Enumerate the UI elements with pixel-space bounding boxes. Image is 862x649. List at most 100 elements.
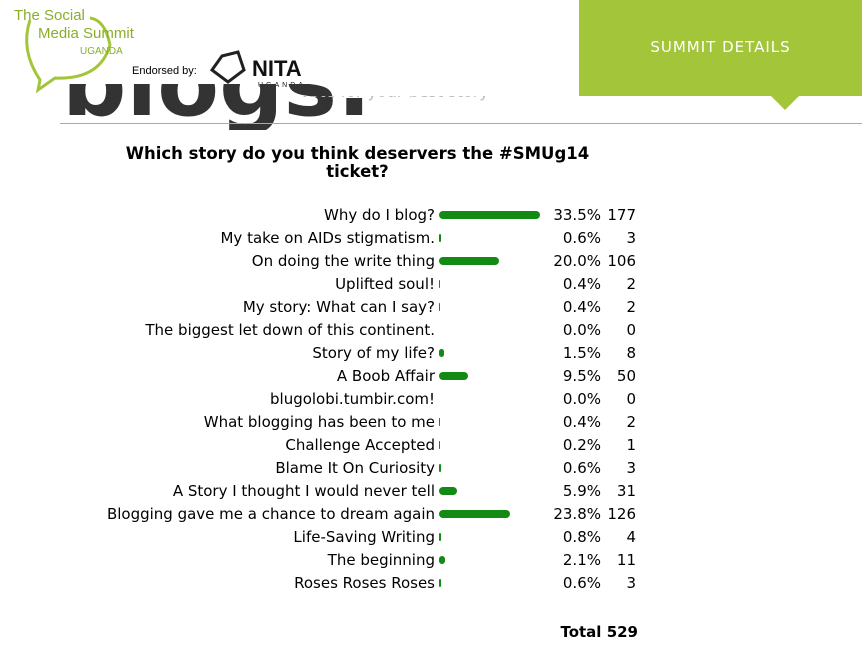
bar bbox=[439, 509, 511, 518]
logo-bubble bbox=[25, 16, 112, 94]
option-label: A Story I thought I would never tell bbox=[172, 481, 435, 500]
percent-label: 0.6% bbox=[562, 458, 601, 477]
percent-label: 0.4% bbox=[562, 412, 601, 431]
bar bbox=[439, 463, 441, 472]
poll-row: Life-Saving Writing 0.8% 4 bbox=[105, 525, 636, 548]
logos: The Social Media Summit UGANDA Endorsed … bbox=[14, 7, 306, 94]
logo-text: Media Summit bbox=[38, 25, 135, 42]
bar-cell bbox=[439, 203, 546, 226]
option-label: Why do I blog? bbox=[324, 205, 435, 224]
percent-label: 33.5% bbox=[553, 205, 601, 224]
vote-count: 3 bbox=[626, 458, 636, 477]
vote-count: 31 bbox=[616, 481, 636, 500]
nita-sub: UGANDA bbox=[258, 82, 306, 89]
percent-label: 20.0% bbox=[553, 251, 601, 270]
bar bbox=[439, 302, 441, 311]
poll-row: What blogging has been to me 0.4% 2 bbox=[105, 410, 636, 433]
bar-cell bbox=[439, 410, 546, 433]
poll-row: A Boob Affair 9.5% 50 bbox=[105, 364, 636, 387]
option-label: Life-Saving Writing bbox=[293, 527, 435, 546]
percent-label: 5.9% bbox=[562, 481, 601, 500]
vote-count: 106 bbox=[607, 251, 636, 270]
endorsed-text: Endorsed by: bbox=[132, 65, 197, 77]
poll-table: Why do I blog? 33.5% 177 My take on AIDs st… bbox=[105, 203, 636, 594]
bar-cell bbox=[439, 341, 546, 364]
vote-count: 8 bbox=[626, 343, 636, 362]
bar-cell bbox=[439, 502, 546, 525]
vote-count: 4 bbox=[626, 527, 636, 546]
poll-row: On doing the write thing 20.0% 106 bbox=[105, 249, 636, 272]
poll-row: Uplifted soul! 0.4% 2 bbox=[105, 272, 636, 295]
percent-label: 9.5% bbox=[562, 366, 601, 385]
percent-label: 0.8% bbox=[562, 527, 601, 546]
option-label: The beginning bbox=[327, 550, 435, 569]
option-label: A Boob Affair bbox=[336, 366, 435, 385]
bar-cell bbox=[439, 479, 546, 502]
poll-row: Why do I blog? 33.5% 177 bbox=[105, 203, 636, 226]
percent-label: 0.2% bbox=[562, 435, 601, 454]
vote-count: 177 bbox=[607, 205, 636, 224]
bar bbox=[439, 532, 442, 541]
bar bbox=[439, 279, 441, 288]
vote-count: 2 bbox=[626, 412, 636, 431]
option-label: Challenge Accepted bbox=[285, 435, 435, 454]
vote-count: 3 bbox=[626, 573, 636, 592]
bar bbox=[439, 233, 441, 242]
nav-link[interactable]: SUMMIT DETAILS bbox=[650, 38, 791, 56]
bar bbox=[439, 486, 457, 495]
option-label: Uplifted soul! bbox=[335, 274, 435, 293]
bar-cell bbox=[439, 433, 546, 456]
bar bbox=[439, 417, 441, 426]
bar-cell bbox=[439, 548, 546, 571]
poll-row: The beginning 2.1% 11 bbox=[105, 548, 636, 571]
bar-cell bbox=[439, 571, 546, 594]
bar bbox=[439, 555, 446, 564]
divider bbox=[60, 123, 862, 124]
backdrop-title: blogs. bbox=[62, 32, 372, 137]
nita-text: NITA bbox=[252, 56, 302, 81]
bar bbox=[439, 578, 441, 587]
poll-row: Story of my life? 1.5% 8 bbox=[105, 341, 636, 364]
poll-row: Blame It On Curiosity 0.6% 3 bbox=[105, 456, 636, 479]
vote-count: 3 bbox=[626, 228, 636, 247]
poll-row: My take on AIDs stigmatism. 0.6% 3 bbox=[105, 226, 636, 249]
option-label: My story: What can I say? bbox=[242, 297, 435, 316]
percent-label: 0.6% bbox=[562, 228, 601, 247]
bar-cell bbox=[439, 525, 546, 548]
nav-pointer bbox=[771, 96, 799, 110]
option-label: Blogging gave me a chance to dream again bbox=[106, 504, 435, 523]
poll-total: Total 529 bbox=[500, 623, 638, 641]
total-label: Total bbox=[560, 623, 602, 641]
bar-cell bbox=[439, 387, 546, 410]
nav-panel: SUMMIT DETAILS bbox=[579, 0, 862, 96]
bar-cell bbox=[439, 295, 546, 318]
percent-label: 0.6% bbox=[562, 573, 601, 592]
bar bbox=[439, 371, 468, 380]
bar bbox=[439, 210, 540, 219]
option-label: My take on AIDs stigmatism. bbox=[220, 228, 435, 247]
poll-title: Which story do you think deservers the #… bbox=[125, 144, 590, 181]
percent-label: 1.5% bbox=[562, 343, 601, 362]
option-label: Story of my life? bbox=[312, 343, 435, 362]
option-label: blugolobi.tumbir.com! bbox=[270, 389, 435, 408]
backdrop-subtitle: vote for your best story bbox=[300, 96, 489, 101]
vote-count: 11 bbox=[616, 550, 636, 569]
poll-row: blugolobi.tumbir.com! 0.0% 0 bbox=[105, 387, 636, 410]
bar bbox=[439, 348, 444, 357]
bar-cell bbox=[439, 249, 546, 272]
percent-label: 0.4% bbox=[562, 274, 601, 293]
bar-cell bbox=[439, 226, 546, 249]
poll-row: My story: What can I say? 0.4% 2 bbox=[105, 295, 636, 318]
poll-row: A Story I thought I would never tell 5.9%… bbox=[105, 479, 636, 502]
percent-label: 0.4% bbox=[562, 297, 601, 316]
option-label: Roses Roses Roses bbox=[294, 573, 435, 592]
bar-cell bbox=[439, 456, 546, 479]
nita-icon bbox=[209, 50, 246, 84]
header: The Social Media Summit UGANDA Endorsed … bbox=[0, 0, 862, 96]
vote-count: 2 bbox=[626, 274, 636, 293]
vote-count: 0 bbox=[626, 389, 636, 408]
vote-count: 2 bbox=[626, 297, 636, 316]
bar-cell bbox=[439, 272, 546, 295]
vote-count: 1 bbox=[626, 435, 636, 454]
